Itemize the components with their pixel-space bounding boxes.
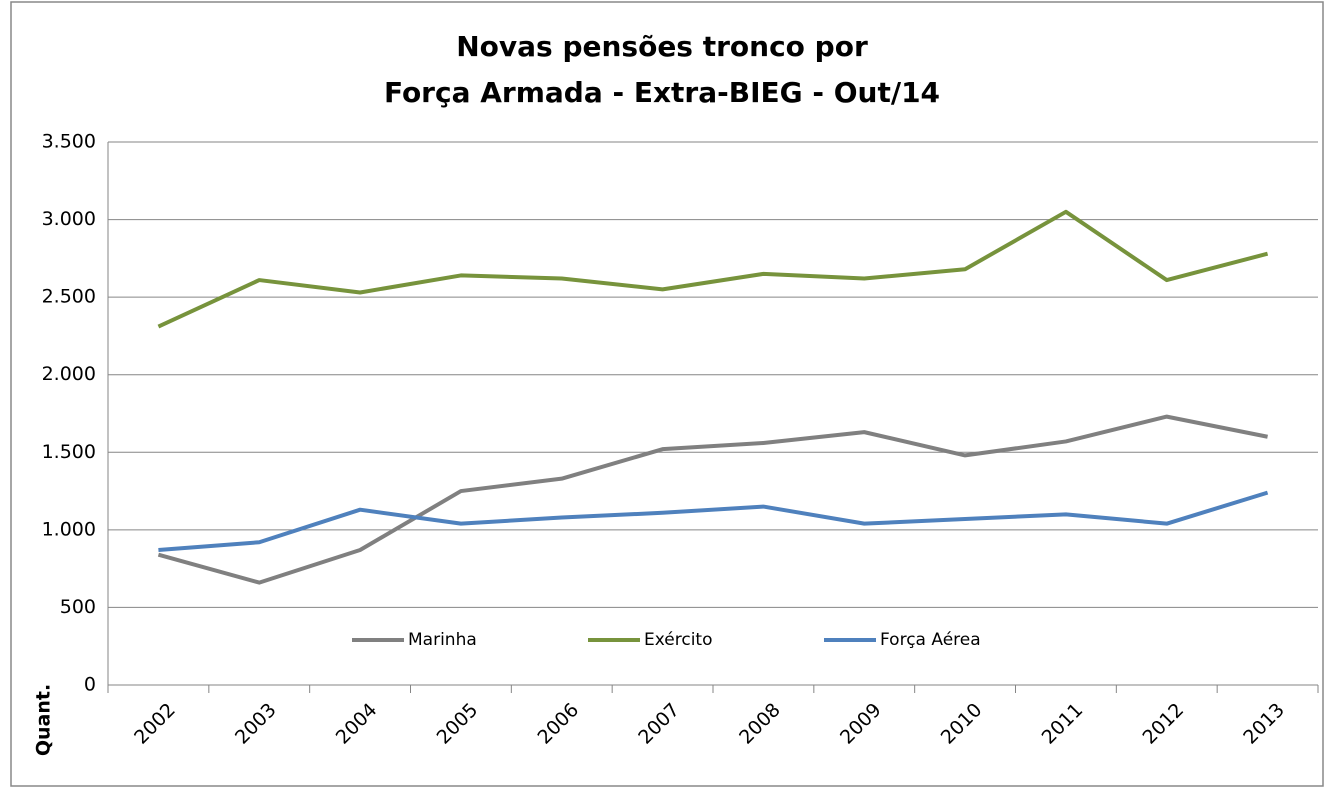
legend-label: Exército	[644, 630, 713, 650]
y-tick-label: 2.500	[42, 286, 96, 308]
chart-title: Novas pensões tronco por	[456, 30, 868, 63]
legend-label: Força Aérea	[880, 630, 981, 650]
data-line	[157, 209, 1269, 329]
y-tick-label: 3.500	[42, 131, 96, 153]
y-tick-label: 1.500	[42, 441, 96, 463]
y-tick-label: 2.000	[42, 363, 96, 385]
data-line	[158, 490, 1269, 553]
y-tick-label: 3.000	[42, 208, 96, 230]
chart-title: Força Armada - Extra-BIEG - Out/14	[384, 76, 940, 109]
legend-label: Marinha	[408, 630, 477, 650]
chart-frame	[10, 1, 1324, 787]
y-tick-label: 1.000	[42, 518, 96, 540]
y-tick-label: 0	[84, 674, 96, 696]
y-tick-label: 500	[60, 596, 96, 618]
y-axis-label: Quant.	[33, 684, 55, 756]
data-line	[157, 414, 1268, 585]
